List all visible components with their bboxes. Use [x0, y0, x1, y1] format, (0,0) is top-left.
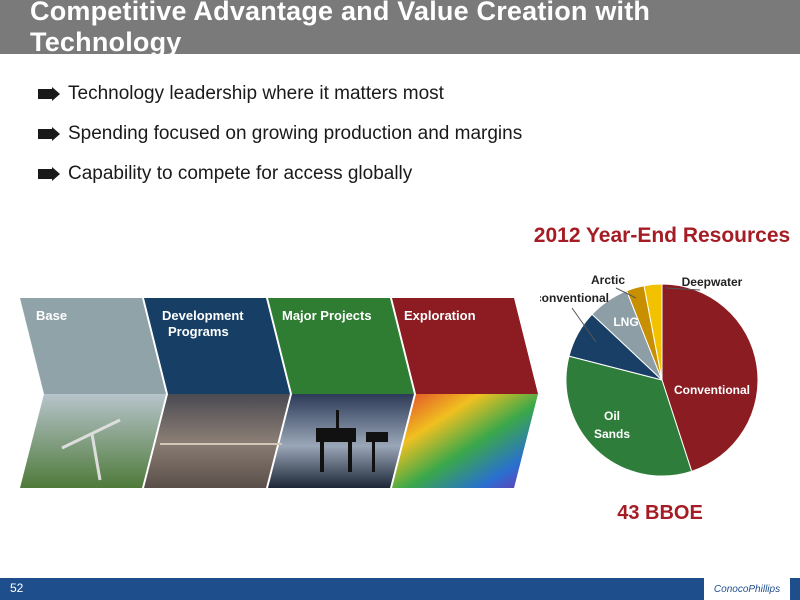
pie-slice-deepwater	[643, 283, 663, 381]
pie-label-conventional: Conventional	[674, 383, 750, 397]
pipeline-photo	[144, 394, 290, 488]
bullet-list: Technology leadership where it matters m…	[38, 74, 522, 194]
company-logo: ConocoPhillips	[704, 578, 790, 600]
stage-label-development-line2: Programs	[168, 324, 229, 339]
pie-label-deepwater: Deepwater	[682, 275, 743, 289]
terrain-map-image	[392, 394, 538, 488]
pie-slice-oil-sands	[565, 355, 693, 477]
pump-jack-icon	[61, 418, 121, 481]
arrow-bullet-icon	[38, 87, 60, 101]
title-bar: Competitive Advantage and Value Creation…	[0, 0, 800, 57]
stage-chevrons: Base Development Programs Major Projects…	[20, 298, 538, 488]
bullet-item: Technology leadership where it matters m…	[38, 74, 522, 114]
leader-line	[665, 287, 701, 291]
stage-chevron-exploration	[392, 298, 538, 394]
bullet-item: Spending focused on growing production a…	[38, 114, 522, 154]
arrow-bullet-icon	[38, 167, 60, 181]
stage-chevron-major-projects	[268, 298, 414, 394]
bullet-item: Capability to compete for access globall…	[38, 154, 522, 194]
stage-chevron-development	[144, 298, 290, 394]
bullet-text: Spending focused on growing production a…	[68, 123, 523, 144]
stage-label-major-projects: Major Projects	[282, 308, 372, 323]
chart-title: 2012 Year-End Resources	[533, 224, 791, 247]
pie-label-lng: LNG	[613, 315, 638, 329]
arrow-bullet-icon	[38, 127, 60, 141]
stage-label-development: Development	[162, 308, 244, 323]
slide-title: Competitive Advantage and Value Creation…	[30, 0, 651, 57]
leader-line	[615, 287, 637, 299]
pie-label-oil-sands: Oil Sands	[594, 409, 630, 441]
total-resources: 43 BBOE	[617, 502, 703, 524]
leader-line	[571, 307, 597, 343]
platform-icon	[316, 410, 388, 472]
stage-label-exploration: Exploration	[404, 308, 476, 323]
pie-label-unconventional: Unconventional	[540, 291, 609, 305]
pie-label-arctic: Arctic	[591, 273, 625, 287]
footer-bar: 52 ConocoPhillips	[0, 578, 800, 600]
stage-label-base: Base	[36, 308, 67, 323]
page-number: 52	[10, 581, 24, 595]
bullet-text: Capability to compete for access globall…	[68, 163, 413, 184]
stage-chevron-base	[20, 298, 166, 394]
bullet-text: Technology leadership where it matters m…	[68, 83, 444, 104]
